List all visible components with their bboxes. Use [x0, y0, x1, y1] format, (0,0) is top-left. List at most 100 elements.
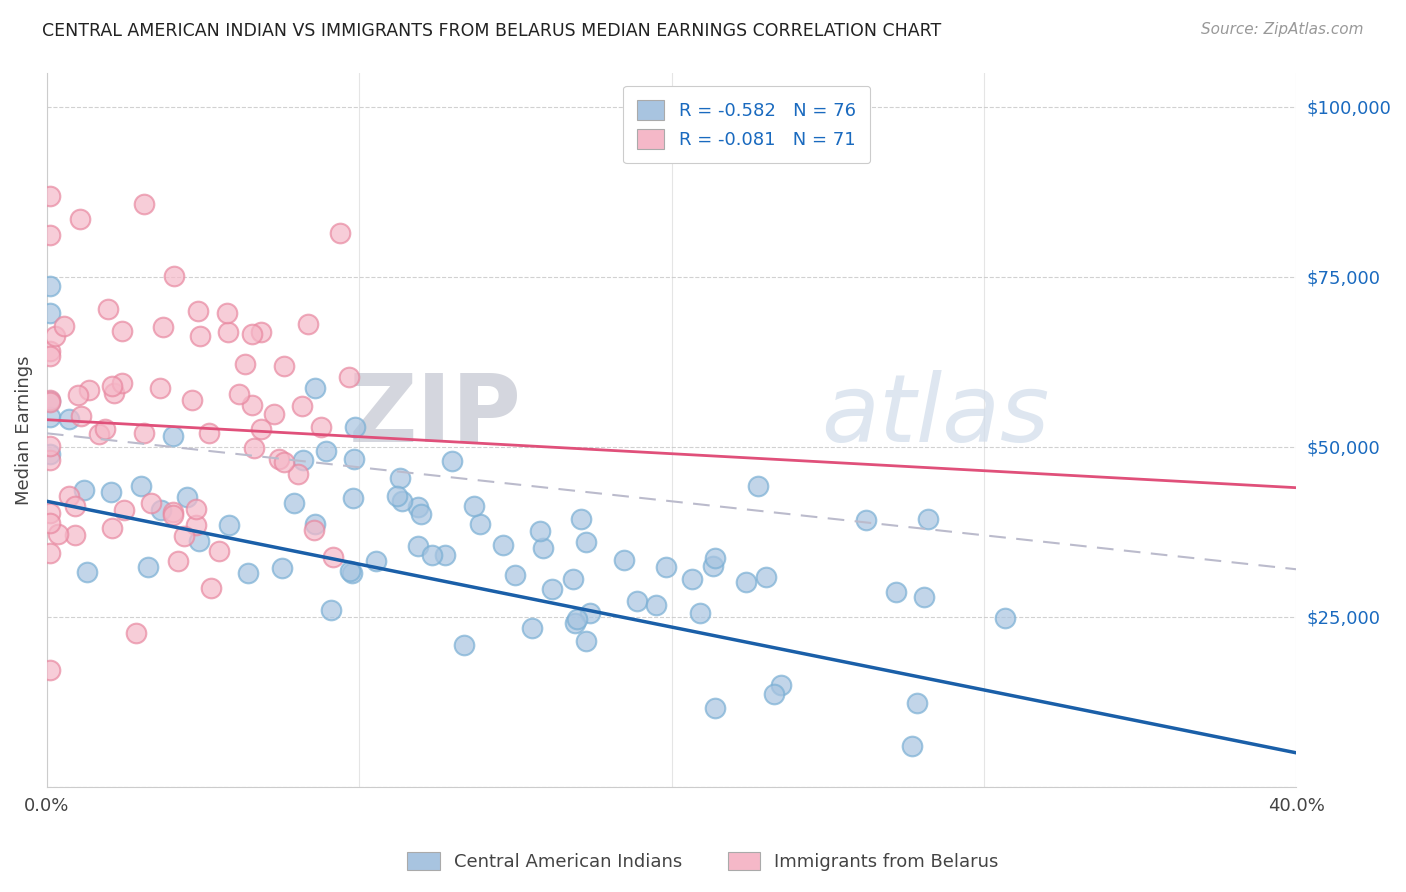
Point	[65, 499, 87, 513]
Point	[39, 228, 62, 243]
Point	[291, 400, 314, 414]
Point	[420, 548, 443, 562]
Point	[73, 483, 96, 497]
Point	[337, 369, 360, 384]
Point	[46, 527, 69, 541]
Point	[269, 452, 291, 467]
Point	[387, 489, 409, 503]
Point	[569, 512, 592, 526]
Point	[66, 387, 89, 401]
Point	[704, 551, 727, 566]
Point	[94, 422, 117, 436]
Point	[87, 427, 110, 442]
Point	[364, 554, 387, 568]
Point	[579, 606, 602, 620]
Point	[770, 678, 793, 692]
Point	[134, 197, 156, 211]
Point	[39, 506, 62, 520]
Point	[309, 420, 332, 434]
Point	[321, 603, 343, 617]
Point	[149, 381, 172, 395]
Point	[567, 612, 589, 626]
Point	[149, 503, 172, 517]
Point	[917, 512, 939, 526]
Point	[208, 544, 231, 558]
Point	[39, 453, 62, 467]
Point	[470, 517, 492, 532]
Point	[240, 327, 263, 342]
Point	[58, 412, 80, 426]
Point	[136, 560, 159, 574]
Point	[704, 701, 727, 715]
Point	[492, 538, 515, 552]
Point	[250, 325, 273, 339]
Point	[198, 426, 221, 441]
Point	[187, 303, 209, 318]
Point	[645, 598, 668, 612]
Point	[302, 523, 325, 537]
Point	[238, 566, 260, 580]
Point	[689, 606, 711, 620]
Point	[70, 409, 93, 423]
Point	[541, 582, 564, 596]
Point	[101, 379, 124, 393]
Point	[681, 573, 703, 587]
Point	[263, 407, 285, 421]
Legend: R = -0.582   N = 76, R = -0.081   N = 71: R = -0.582 N = 76, R = -0.081 N = 71	[623, 86, 870, 163]
Point	[188, 533, 211, 548]
Point	[531, 541, 554, 555]
Point	[273, 455, 295, 469]
Point	[39, 663, 62, 677]
Point	[103, 385, 125, 400]
Point	[39, 306, 62, 320]
Point	[152, 319, 174, 334]
Point	[747, 478, 769, 492]
Point	[304, 381, 326, 395]
Point	[97, 301, 120, 316]
Point	[162, 508, 184, 522]
Text: CENTRAL AMERICAN INDIAN VS IMMIGRANTS FROM BELARUS MEDIAN EARNINGS CORRELATION C: CENTRAL AMERICAN INDIAN VS IMMIGRANTS FR…	[42, 22, 942, 40]
Point	[283, 496, 305, 510]
Point	[901, 739, 924, 754]
Point	[575, 634, 598, 648]
Point	[343, 420, 366, 434]
Point	[339, 564, 361, 578]
Point	[343, 452, 366, 467]
Point	[134, 426, 156, 441]
Point	[564, 616, 586, 631]
Point	[240, 398, 263, 412]
Point	[39, 447, 62, 461]
Point	[63, 527, 86, 541]
Point	[235, 357, 257, 371]
Point	[186, 501, 208, 516]
Point	[39, 394, 62, 409]
Point	[181, 393, 204, 408]
Point	[408, 539, 430, 553]
Point	[755, 570, 778, 584]
Point	[39, 189, 62, 203]
Point	[287, 467, 309, 481]
Legend: Central American Indians, Immigrants from Belarus: Central American Indians, Immigrants fro…	[399, 845, 1007, 879]
Text: ZIP: ZIP	[349, 369, 522, 462]
Point	[176, 490, 198, 504]
Point	[315, 444, 337, 458]
Point	[112, 502, 135, 516]
Point	[217, 306, 239, 320]
Text: atlas: atlas	[821, 370, 1050, 461]
Point	[329, 226, 352, 240]
Point	[297, 317, 319, 331]
Point	[702, 558, 724, 573]
Point	[905, 696, 928, 710]
Point	[39, 278, 62, 293]
Point	[77, 384, 100, 398]
Point	[505, 568, 527, 582]
Point	[76, 565, 98, 579]
Point	[440, 454, 463, 468]
Point	[100, 520, 122, 534]
Point	[125, 625, 148, 640]
Point	[44, 329, 66, 343]
Point	[173, 529, 195, 543]
Point	[388, 471, 411, 485]
Point	[69, 212, 91, 227]
Point	[735, 574, 758, 589]
